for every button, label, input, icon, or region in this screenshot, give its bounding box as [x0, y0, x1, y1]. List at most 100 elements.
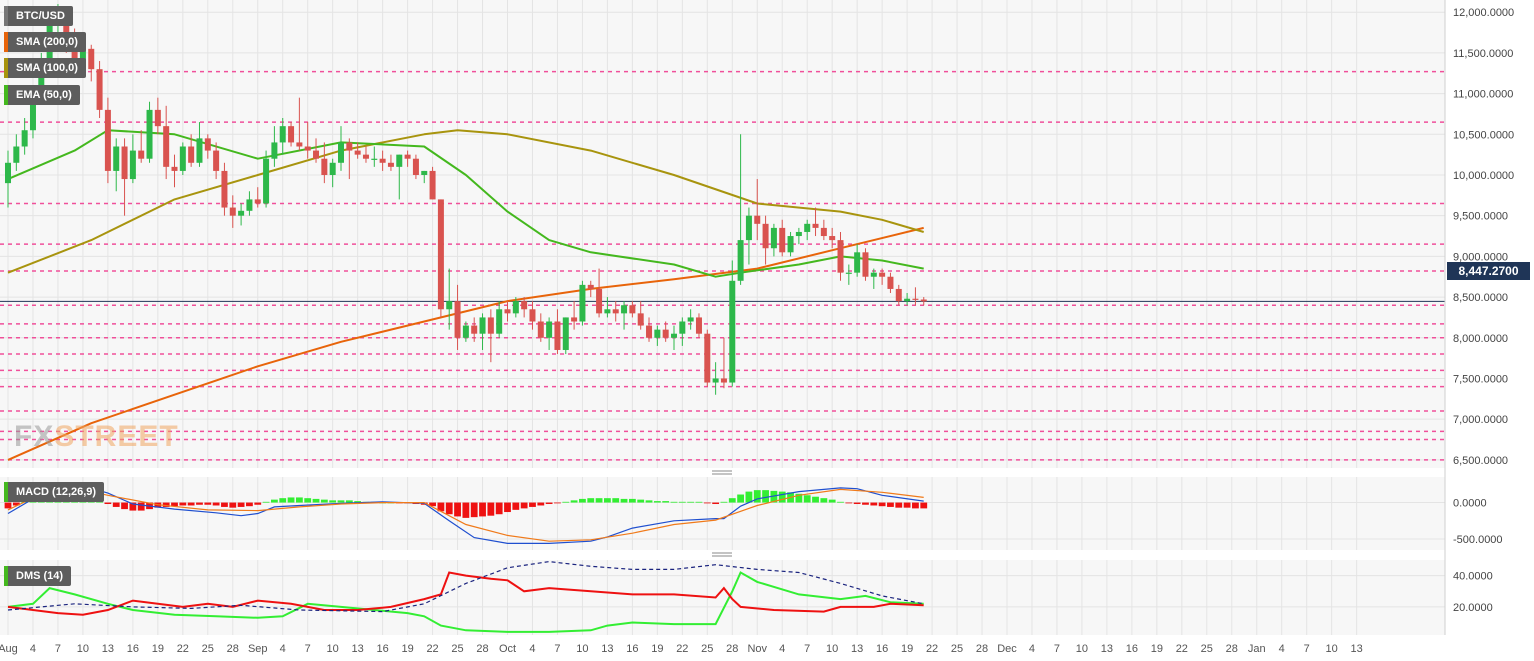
macd-histogram-bar	[162, 502, 170, 507]
candle-body	[695, 317, 702, 334]
candle	[229, 195, 236, 228]
candle-body	[313, 150, 320, 159]
macd-histogram-bar	[470, 502, 478, 518]
candle	[304, 122, 311, 159]
legend-sma200[interactable]: SMA (200,0)	[4, 32, 86, 52]
legend-macd[interactable]: MACD (12,26,9)	[4, 482, 105, 502]
candle	[346, 138, 353, 180]
candle	[454, 284, 461, 350]
candle-body	[104, 109, 111, 171]
macd-histogram-bar	[545, 502, 553, 505]
legend-symbol[interactable]: BTC/USD	[4, 6, 73, 26]
minus-di-line	[7, 571, 924, 616]
candle-body	[387, 162, 394, 167]
candle-body	[437, 199, 444, 310]
candle	[787, 231, 794, 257]
candle	[912, 287, 919, 306]
candle	[512, 297, 519, 318]
candle	[621, 301, 628, 330]
candle-body	[829, 236, 836, 241]
candle-body	[462, 325, 469, 338]
legend-ema50[interactable]: EMA (50,0)	[4, 85, 80, 105]
candle	[687, 309, 694, 330]
candle	[171, 154, 178, 188]
x-tick-label: 13	[601, 643, 613, 655]
candle-body	[662, 329, 669, 338]
candle-body	[204, 138, 211, 151]
macd-histogram-bar	[204, 502, 212, 505]
macd-histogram-bar	[653, 501, 661, 503]
candle	[629, 301, 636, 318]
y-axis: 12,000.0000 11,500.0000 11,000.0000 10,500.…	[1453, 7, 1514, 614]
candle	[712, 362, 719, 395]
candle-body	[596, 288, 603, 314]
candle-body	[671, 333, 677, 338]
candle	[679, 317, 686, 346]
y-tick-label: 20.0000	[1453, 602, 1493, 614]
macd-panel	[0, 477, 1445, 550]
candle-body	[471, 325, 478, 334]
candle	[579, 280, 586, 326]
macd-histogram-bar	[304, 498, 312, 503]
macd-histogram-bar	[703, 502, 711, 504]
legend-sma100[interactable]: SMA (100,0)	[4, 58, 86, 78]
candle	[412, 154, 419, 180]
candle-body	[138, 150, 145, 159]
candle-body	[562, 317, 569, 350]
macd-histogram-bar	[720, 501, 728, 503]
y-tick-label: 9,000.0000	[1453, 251, 1508, 263]
x-tick-label: Sep	[248, 643, 268, 655]
candle-body	[770, 227, 777, 249]
candle-body	[279, 126, 286, 143]
candle	[654, 325, 661, 346]
x-tick-label: 16	[127, 643, 139, 655]
panel-resize-handle[interactable]	[712, 552, 732, 557]
candle	[254, 187, 261, 208]
x-tick-label: 7	[305, 643, 311, 655]
x-tick-label: 28	[976, 643, 988, 655]
macd-histogram-bar	[737, 494, 744, 503]
candle	[612, 301, 619, 322]
candle-body	[546, 321, 553, 338]
macd-histogram-bar	[812, 496, 819, 503]
candle	[904, 293, 911, 306]
candle	[238, 203, 245, 226]
x-tick-label: 13	[102, 643, 114, 655]
macd-histogram-bar	[520, 502, 528, 509]
candle-body	[729, 280, 736, 383]
legend-dms[interactable]: DMS (14)	[4, 566, 72, 586]
macd-histogram-bar	[837, 501, 844, 503]
x-tick-label: Aug	[0, 643, 18, 655]
candle	[587, 280, 594, 298]
candle-body	[421, 170, 428, 175]
x-tick-label: Dec	[997, 643, 1017, 655]
candle	[113, 138, 120, 192]
x-tick-label: 13	[352, 643, 364, 655]
x-tick-label: 19	[901, 643, 913, 655]
candle	[213, 142, 220, 180]
candle	[246, 191, 253, 216]
candle-body	[820, 227, 827, 237]
macd-histogram-bar	[196, 502, 203, 505]
x-tick-label: 25	[951, 643, 963, 655]
candle	[554, 309, 561, 355]
macd-histogram-bar	[554, 502, 561, 504]
macd-histogram-bar	[337, 500, 345, 503]
macd-histogram-bar	[221, 502, 228, 507]
macd-histogram-bar	[329, 500, 337, 503]
macd-histogram-bar	[887, 502, 894, 507]
x-tick-label: 4	[779, 643, 785, 655]
x-tick-label: 7	[554, 643, 560, 655]
candle-body	[812, 223, 819, 228]
x-tick-label: 19	[152, 643, 164, 655]
macd-histogram-bar	[345, 500, 353, 503]
legend-ema50-label: EMA (50,0)	[16, 89, 72, 101]
candle	[637, 301, 644, 330]
x-tick-label: 7	[1304, 643, 1310, 655]
panel-resize-handle[interactable]	[712, 470, 732, 475]
candle	[646, 317, 653, 342]
candle-body	[479, 317, 486, 334]
candle-body	[263, 158, 270, 204]
macd-histogram-bar	[254, 502, 262, 505]
macd-histogram-bar	[620, 498, 628, 503]
